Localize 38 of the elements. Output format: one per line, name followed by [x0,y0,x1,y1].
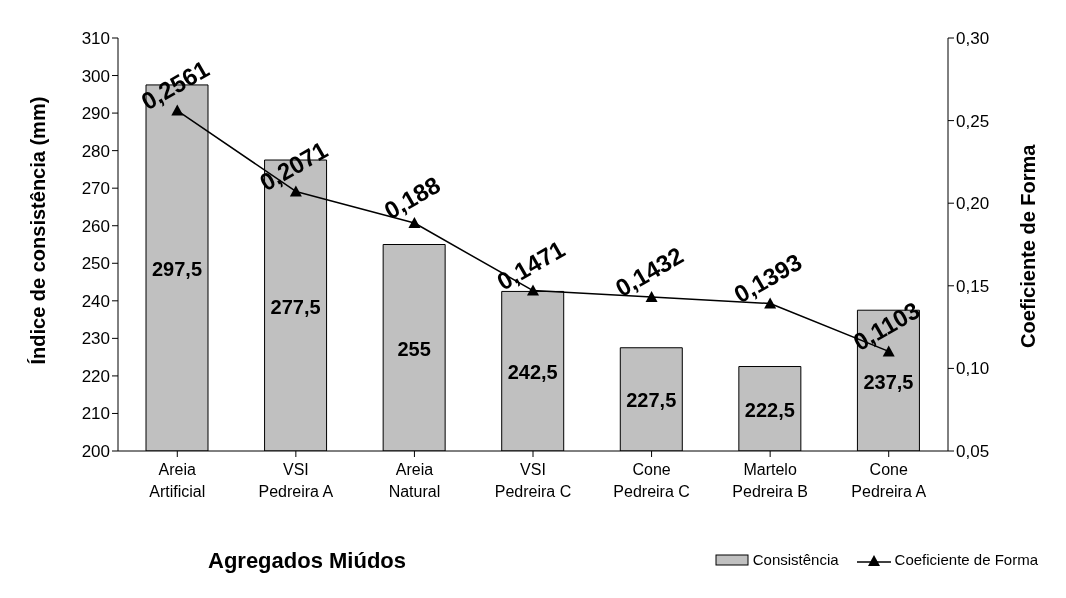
y2-tick-label: 0,25 [956,111,990,131]
x-tick-label: Martelo Pedreira B [732,461,808,500]
data-label: 222,5 [744,398,795,421]
data-label: 227,5 [626,389,677,412]
y-tick-label: 280 [81,141,110,161]
legend-label: Coeficiente de Forma [893,551,1038,568]
data-label: 255 [397,337,431,360]
y2-tick-label: 0,30 [956,29,990,49]
y2-tick-label: 0,20 [956,194,990,214]
x-tick-label: Areia Natural [388,461,441,500]
y2-tick-label: 0,05 [956,442,990,462]
legend-label: Consistência [751,551,839,568]
y-tick-label: 210 [81,404,110,424]
data-label: 237,5 [863,370,914,393]
x-tick-label: VSI Pedreira A [258,461,334,500]
x-tick-label: Cone Pedreira A [851,461,927,500]
x-tick-label: VSI Pedreira C [494,461,572,500]
y-tick-label: 240 [81,291,110,311]
y2-axis-title: Coeficiente de Forma [1017,143,1040,348]
data-label: 277,5 [270,295,321,318]
y2-tick-label: 0,15 [956,276,990,296]
y-tick-label: 310 [81,29,110,49]
y-tick-label: 290 [81,104,110,124]
y-tick-label: 250 [81,254,110,274]
y-tick-label: 220 [81,366,110,386]
y-tick-label: 270 [81,179,110,199]
y-axis-title: Índice de consistência (mm) [27,96,50,365]
x-tick-label: Cone Pedreira C [613,461,690,500]
y-tick-label: 230 [81,329,110,349]
x-tick-label: Areia Artificial [149,461,206,500]
x-axis-title: Agregados Miúdos [208,548,407,574]
y2-tick-label: 0,10 [956,359,990,379]
y-tick-label: 200 [81,442,110,462]
y-tick-label: 260 [81,216,110,236]
data-label: 297,5 [151,257,203,280]
y-tick-label: 300 [81,66,110,86]
point [408,217,421,229]
data-label: 242,5 [507,361,558,384]
